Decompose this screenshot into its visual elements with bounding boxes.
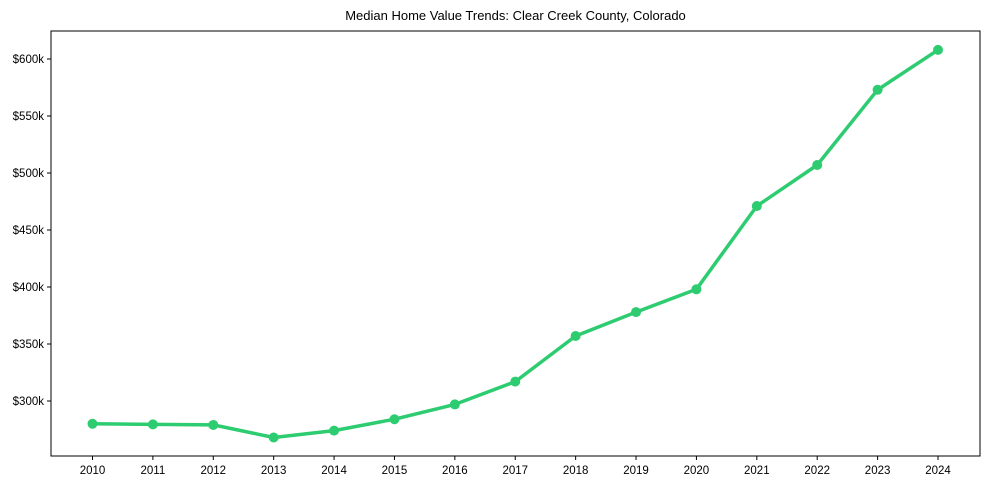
data-markers (87, 44, 943, 443)
y-tick-label: $350k (13, 339, 45, 351)
data-point (812, 160, 823, 171)
data-point (872, 84, 883, 95)
x-tick-label: 2014 (321, 465, 347, 477)
x-tick-label: 2015 (382, 465, 408, 477)
chart-title: Median Home Value Trends: Clear Creek Co… (345, 8, 686, 23)
data-point (631, 307, 642, 318)
x-tick-label: 2017 (502, 465, 528, 477)
x-tick-label: 2018 (563, 465, 589, 477)
x-tick-label: 2010 (80, 465, 106, 477)
x-tick-label: 2013 (261, 465, 287, 477)
data-point (510, 376, 521, 387)
data-point (751, 201, 762, 212)
y-tick-label: $600k (13, 54, 45, 66)
data-point (87, 418, 98, 429)
x-tick-label: 2021 (744, 465, 770, 477)
data-point (570, 331, 581, 342)
y-tick-label: $400k (13, 282, 45, 294)
x-tick-label: 2023 (865, 465, 891, 477)
x-axis: 2010 2011 2012 2013 2014 2015 2016 2017 2018 2019… (80, 456, 951, 477)
data-point (268, 432, 279, 443)
x-tick-label: 2016 (442, 465, 468, 477)
plot-area (50, 30, 981, 457)
data-point (147, 419, 158, 430)
data-point (691, 284, 702, 295)
y-tick-label: $500k (13, 168, 45, 180)
x-tick-label: 2012 (200, 465, 226, 477)
x-tick-label: 2020 (684, 465, 710, 477)
x-tick-label: 2022 (804, 465, 830, 477)
y-tick-label: $550k (13, 111, 45, 123)
x-tick-label: 2011 (141, 465, 166, 477)
data-point (329, 425, 340, 436)
x-tick-label: 2019 (623, 465, 649, 477)
y-tick-label: $300k (13, 396, 45, 408)
data-point (933, 44, 943, 55)
y-tick-label: $450k (13, 225, 45, 237)
data-point (449, 399, 460, 410)
x-tick-label: 2024 (925, 465, 951, 477)
y-axis: $300k $350k $400k $450k $500k $550k $600k (13, 54, 51, 408)
data-point (208, 419, 219, 430)
data-point (389, 414, 400, 425)
